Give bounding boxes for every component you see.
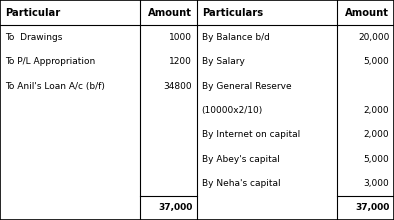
Text: 34800: 34800 xyxy=(164,82,192,91)
Text: 5,000: 5,000 xyxy=(364,155,389,164)
Text: Amount: Amount xyxy=(148,8,192,18)
Text: To  Drawings: To Drawings xyxy=(5,33,62,42)
Text: 20,000: 20,000 xyxy=(358,33,389,42)
Text: By General Reserve: By General Reserve xyxy=(202,82,291,91)
Text: By Balance b/d: By Balance b/d xyxy=(202,33,269,42)
Text: By Salary: By Salary xyxy=(202,57,245,66)
Text: 1000: 1000 xyxy=(169,33,192,42)
Text: By Neha's capital: By Neha's capital xyxy=(202,179,281,188)
Text: Particulars: Particulars xyxy=(202,8,263,18)
Text: 1200: 1200 xyxy=(169,57,192,66)
Text: By Internet on capital: By Internet on capital xyxy=(202,130,300,139)
Text: Particular: Particular xyxy=(5,8,60,18)
Text: To Anil's Loan A/c (b/f): To Anil's Loan A/c (b/f) xyxy=(5,82,104,91)
Text: 2,000: 2,000 xyxy=(364,106,389,115)
Text: Amount: Amount xyxy=(345,8,389,18)
Text: By Abey's capital: By Abey's capital xyxy=(202,155,280,164)
Text: 37,000: 37,000 xyxy=(355,203,389,212)
Text: (10000x2/10): (10000x2/10) xyxy=(202,106,263,115)
Text: 37,000: 37,000 xyxy=(158,203,192,212)
Text: 2,000: 2,000 xyxy=(364,130,389,139)
Text: 5,000: 5,000 xyxy=(364,57,389,66)
Text: To P/L Appropriation: To P/L Appropriation xyxy=(5,57,95,66)
Text: 3,000: 3,000 xyxy=(364,179,389,188)
